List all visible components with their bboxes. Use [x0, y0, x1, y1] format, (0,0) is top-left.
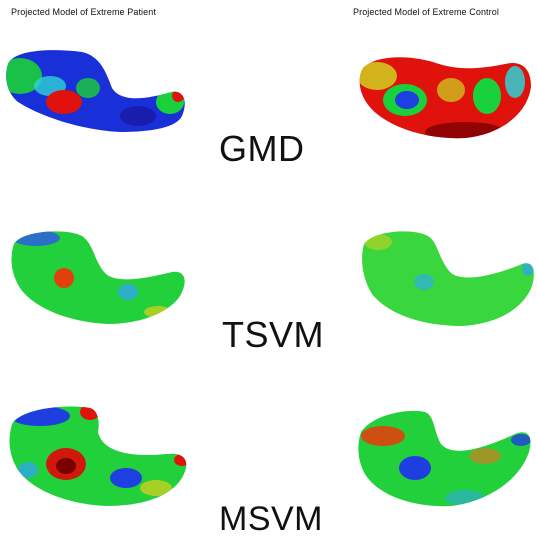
tsvm-patient-surface	[11, 231, 185, 324]
control-column-title: Projected Model of Extreme Control	[353, 7, 499, 17]
tsvm-control-surface	[362, 231, 534, 326]
tsvm-row-label: TSVM	[222, 314, 325, 355]
msvm-patient-surface	[9, 406, 187, 506]
msvm-row-label: MSVM	[219, 500, 323, 538]
gmd-row-label: GMD	[219, 128, 305, 169]
patient-column-title: Projected Model of Extreme Patient	[11, 7, 156, 17]
msvm-control-surface	[358, 410, 531, 507]
gmd-patient-surface	[6, 50, 185, 132]
gmd-control-surface	[359, 57, 531, 139]
